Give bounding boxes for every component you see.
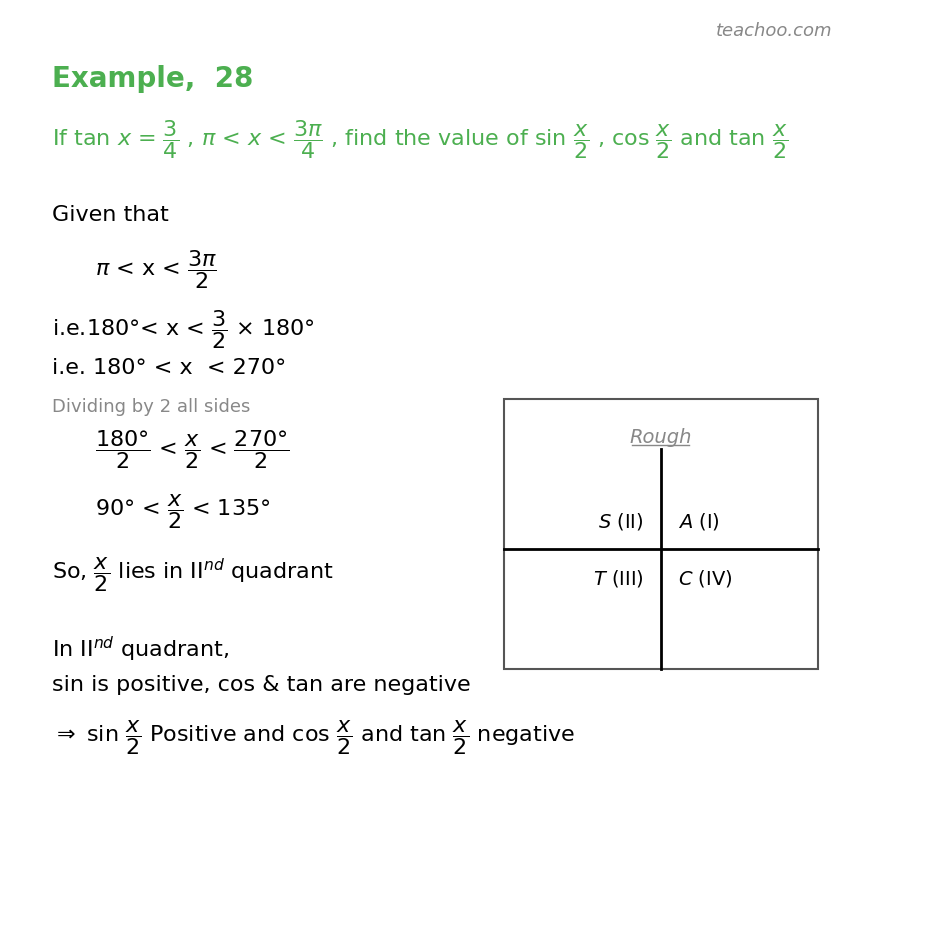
- Text: $\dfrac{180°}{2}$ < $\dfrac{x}{2}$ < $\dfrac{270°}{2}$: $\dfrac{180°}{2}$ < $\dfrac{x}{2}$ < $\d…: [95, 428, 289, 470]
- Text: $\Rightarrow$ sin $\dfrac{x}{2}$ Positive and cos $\dfrac{x}{2}$ and tan $\dfrac: $\Rightarrow$ sin $\dfrac{x}{2}$ Positiv…: [52, 717, 575, 756]
- Text: i.e. 180° < x  < 270°: i.e. 180° < x < 270°: [52, 358, 286, 378]
- Text: Dividing by 2 all sides: Dividing by 2 all sides: [52, 397, 250, 415]
- Text: So, $\dfrac{x}{2}$ lies in II$^{nd}$ quadrant: So, $\dfrac{x}{2}$ lies in II$^{nd}$ qua…: [52, 554, 334, 594]
- Text: In II$^{nd}$ quadrant,: In II$^{nd}$ quadrant,: [52, 634, 229, 664]
- Bar: [503, 399, 817, 669]
- Text: i.e.180°< x < $\dfrac{3}{2}$ × 180°: i.e.180°< x < $\dfrac{3}{2}$ × 180°: [52, 308, 314, 350]
- Text: sin is positive, cos & tan are negative: sin is positive, cos & tan are negative: [52, 674, 470, 694]
- Text: If tan $x$ = $\dfrac{3}{4}$ , $\pi$ < $x$ < $\dfrac{3\pi}{4}$ , find the value o: If tan $x$ = $\dfrac{3}{4}$ , $\pi$ < $x…: [52, 118, 787, 160]
- Text: $T$ (III): $T$ (III): [592, 567, 643, 588]
- Text: Given that: Given that: [52, 205, 169, 225]
- Text: Example,  28: Example, 28: [52, 65, 253, 93]
- Text: teachoo.com: teachoo.com: [715, 22, 831, 40]
- Text: $C$ (IV): $C$ (IV): [677, 567, 732, 588]
- Text: $A$ (I): $A$ (I): [677, 511, 719, 531]
- Text: Rough: Rough: [629, 428, 691, 447]
- Text: 90° < $\dfrac{x}{2}$ < 135°: 90° < $\dfrac{x}{2}$ < 135°: [95, 492, 270, 531]
- Text: $\pi$ < x < $\dfrac{3\pi}{2}$: $\pi$ < x < $\dfrac{3\pi}{2}$: [95, 247, 217, 291]
- Text: $S$ (II): $S$ (II): [598, 511, 643, 531]
